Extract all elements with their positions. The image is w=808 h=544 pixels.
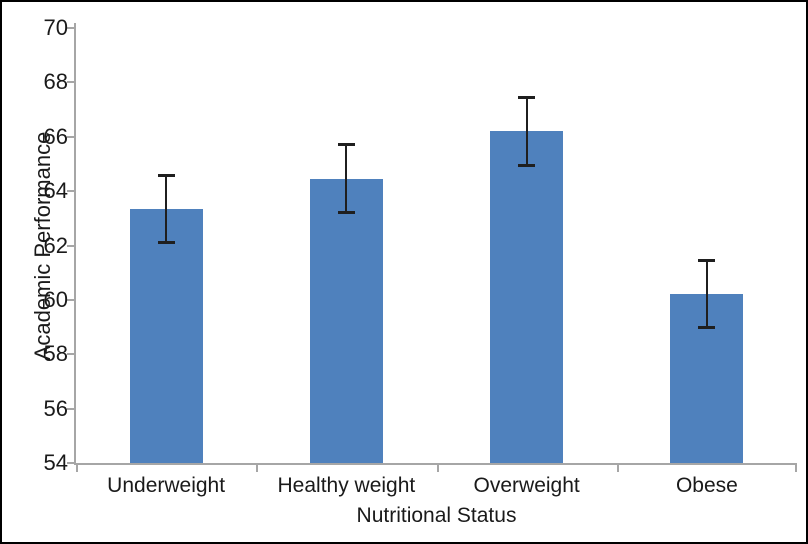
error-bar-top-cap <box>337 143 355 147</box>
x-tick-mark <box>76 465 78 472</box>
y-tick-mark <box>67 135 74 138</box>
y-tick-label: 64 <box>43 178 68 204</box>
y-tick-label: 70 <box>43 15 68 40</box>
y-tick-mark <box>67 190 74 193</box>
error-bar-bottom-cap <box>337 211 355 215</box>
x-tick-mark <box>795 465 797 472</box>
y-tick-mark <box>67 462 74 464</box>
error-bar-line <box>705 260 708 329</box>
y-tick-mark <box>67 81 74 84</box>
y-tick-label: 68 <box>43 69 68 95</box>
y-tick-label: 66 <box>43 123 68 149</box>
x-category-label-healthy-weight: Healthy weight <box>277 474 416 497</box>
plot-area: Underweight Healthy weight Overweight Obese <box>67 23 797 497</box>
bar-healthy-weight <box>309 178 383 463</box>
y-axis-line <box>74 23 76 463</box>
error-bar-bottom-cap <box>518 163 536 167</box>
error-bar-top-cap <box>698 259 716 263</box>
error-bar-line <box>345 144 348 214</box>
x-category-label-underweight: Underweight <box>107 474 226 497</box>
y-tick-mark <box>67 244 74 247</box>
y-tick-mark <box>67 27 74 29</box>
error-bar-bottom-cap <box>698 326 716 330</box>
error-bar-top-cap <box>157 173 175 177</box>
y-tick-label: 62 <box>43 232 68 258</box>
y-tick-mark <box>67 407 74 410</box>
y-tick-label: 58 <box>43 341 68 367</box>
error-bar-line <box>165 174 168 243</box>
bar-underweight <box>129 208 203 463</box>
x-tick-mark <box>256 465 259 472</box>
y-tick-label: 56 <box>43 395 68 421</box>
x-axis-line <box>74 463 797 465</box>
x-axis-title: Nutritional Status <box>356 504 517 527</box>
x-category-label-overweight: Overweight <box>473 474 580 497</box>
x-category-label-obese: Obese <box>675 474 738 497</box>
y-tick-mark <box>67 353 74 356</box>
error-bar-line <box>525 96 528 166</box>
error-bar-top-cap <box>518 95 536 99</box>
y-tick-label: 60 <box>43 286 68 312</box>
y-tick-label: 54 <box>43 450 68 475</box>
error-bar-bottom-cap <box>157 240 175 244</box>
x-tick-mark <box>436 465 439 472</box>
x-tick-mark <box>616 465 619 472</box>
y-tick-mark <box>67 298 74 301</box>
bar-overweight <box>490 131 564 463</box>
